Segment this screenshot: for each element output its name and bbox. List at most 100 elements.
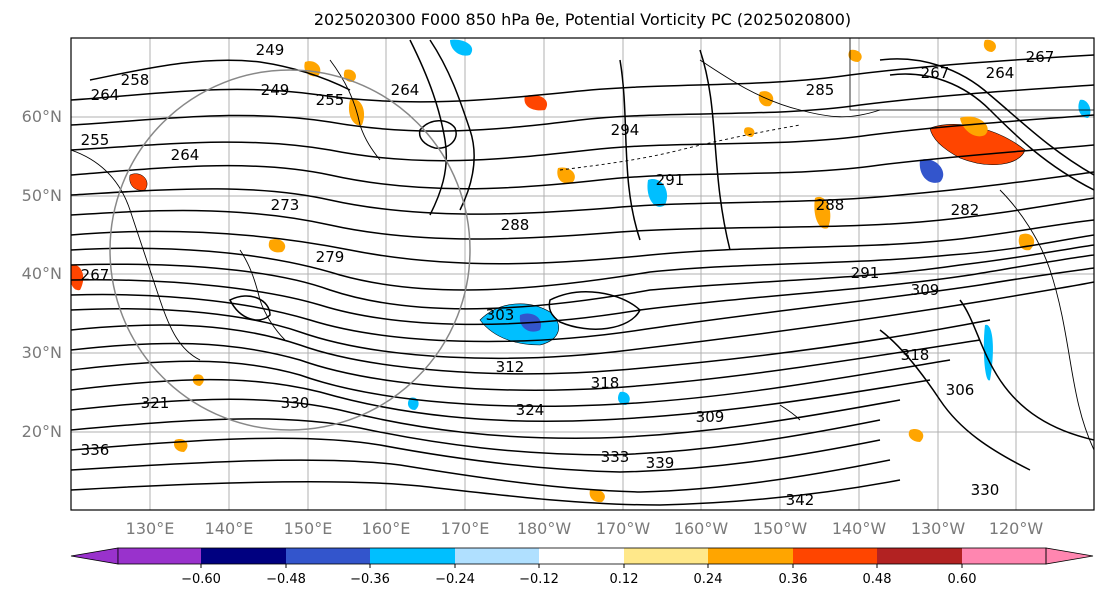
contour-label: 288 (501, 216, 530, 234)
contour-label: 309 (696, 408, 725, 426)
contour-label: 294 (611, 121, 640, 139)
lat-label: 60°N (22, 107, 62, 126)
contour-line (429, 39, 475, 211)
contour-label: 279 (316, 248, 345, 266)
lon-label: 160°W (674, 519, 729, 538)
contour-label: 267 (1026, 48, 1055, 66)
contour-label: 255 (81, 131, 110, 149)
pv-patch-19 (983, 39, 996, 52)
reference-box (849, 38, 1094, 111)
lon-label: 130°E (126, 519, 175, 538)
reference-circle (109, 69, 471, 431)
pv-patch-18 (450, 39, 473, 56)
contour-label: 309 (911, 281, 940, 299)
contour-label: 330 (281, 394, 310, 412)
contour-labels: 249 258 264 249 255 264 285 267 264 267 … (81, 41, 1055, 509)
contour-line (71, 267, 1094, 343)
colorbar-box (793, 548, 877, 564)
contour-label: 255 (316, 91, 345, 109)
colorbar-tick-label: −0.24 (435, 572, 475, 587)
colorbar-tick-label: −0.60 (181, 572, 221, 587)
contour-label: 291 (851, 264, 880, 282)
contour-label: 249 (256, 41, 285, 59)
contour-label: 285 (806, 81, 835, 99)
contour-label: 267 (81, 266, 110, 284)
contour-line (228, 295, 271, 321)
latitude-labels: 60°N 50°N 40°N 30°N 20°N (22, 107, 62, 441)
contour-label: 291 (656, 171, 685, 189)
contour-line (71, 234, 1094, 291)
colorbar-tick-label: 0.48 (863, 572, 892, 587)
contour-label: 330 (971, 481, 1000, 499)
coast-japan (239, 249, 286, 341)
contour-line (418, 120, 457, 149)
pv-patch-dateline (479, 303, 559, 346)
colorbar-box (455, 548, 539, 564)
contour-line (71, 114, 1094, 162)
contour-label: 249 (261, 81, 290, 99)
contour-line (71, 281, 1094, 360)
figure-title: 2025020300 F000 850 hPa θe, Potential Vo… (313, 10, 852, 29)
contour-label: 264 (391, 81, 420, 99)
pv-patch-gulf (919, 159, 944, 183)
contour-label: 342 (786, 491, 815, 509)
colorbar-box (877, 548, 962, 564)
contour-line (619, 59, 641, 241)
contour-label: 336 (81, 441, 110, 459)
pv-patch-17 (1078, 99, 1091, 118)
pv-patch-20 (589, 489, 605, 503)
lon-label: 150°W (753, 519, 808, 538)
contour-label: 303 (486, 306, 515, 324)
contour-line (959, 299, 1094, 441)
pv-patch-11 (407, 397, 419, 410)
colorbar-tick-label: −0.48 (266, 572, 306, 587)
contour-line (71, 54, 1094, 103)
contour-label: 273 (271, 196, 300, 214)
colorbar-box (370, 548, 455, 564)
colorbar-extend-high (1045, 547, 1094, 565)
pv-patch-22 (743, 127, 755, 137)
pv-patch-13 (268, 239, 286, 253)
pv-patch-west-2 (71, 264, 84, 291)
longitude-labels: 130°E 140°E 150°E 160°E 170°E 180°W 170°… (126, 519, 1044, 538)
pv-patch-10 (983, 324, 993, 381)
contour-line (71, 398, 901, 439)
contour-line (71, 197, 1094, 240)
contour-label: 282 (951, 201, 980, 219)
contour-label: 267 (921, 64, 950, 82)
lat-label: 30°N (22, 343, 62, 362)
colorbar-box (201, 548, 286, 564)
contour-label: 339 (646, 454, 675, 472)
contour-line (699, 49, 731, 251)
contour-label: 264 (986, 64, 1015, 82)
contour-label: 264 (91, 86, 120, 104)
contour-label: 312 (496, 358, 525, 376)
contour-line (71, 418, 881, 456)
pv-patch-8 (848, 49, 862, 62)
contour-label: 333 (601, 448, 630, 466)
contour-label: 324 (516, 401, 545, 419)
map-panel: 249 258 264 249 255 264 285 267 264 267 … (70, 37, 1095, 511)
coastlines (71, 59, 1094, 451)
lon-label: 160°E (362, 519, 411, 538)
contour-line (71, 479, 901, 506)
coast-hawaii (779, 404, 801, 421)
contour-line (879, 329, 1031, 471)
colorbar-tick-label: 0.12 (610, 572, 639, 587)
contour-line (71, 437, 881, 473)
contour-line (71, 254, 1094, 326)
contour-line (89, 59, 351, 91)
colorbar-box (539, 548, 624, 564)
pv-patch-12 (618, 391, 630, 405)
contour-label: 318 (591, 374, 620, 392)
pv-patch-west-1 (129, 173, 148, 191)
colorbar-tick-label: −0.12 (519, 572, 559, 587)
pv-patch-3 (524, 94, 548, 111)
contour-label: 258 (121, 71, 150, 89)
contour-label: 264 (171, 146, 200, 164)
coast-alaska (699, 59, 881, 118)
pv-patch-bering-2 (960, 116, 988, 137)
colorbar-box (708, 548, 793, 564)
pv-patch-4 (557, 167, 575, 184)
contour-line (71, 339, 981, 391)
